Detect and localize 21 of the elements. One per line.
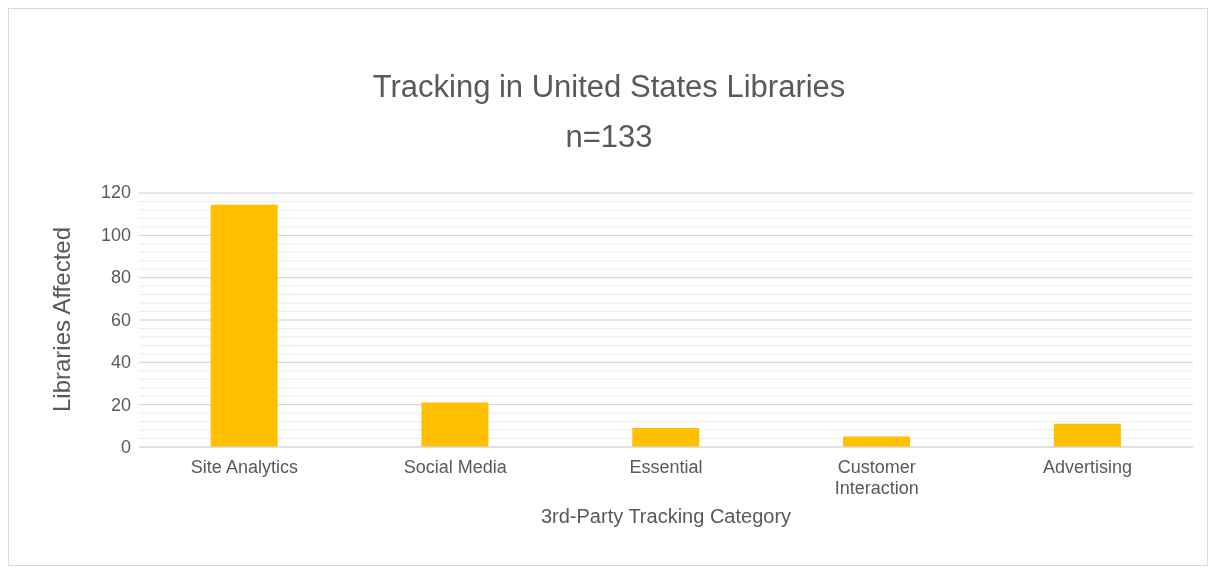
x-tick-label: Advertising <box>1043 457 1133 477</box>
x-axis-title: 3rd-Party Tracking Category <box>540 505 792 528</box>
x-tick-label: Customer Interaction <box>834 457 919 498</box>
bar <box>1053 423 1121 447</box>
x-tick-label: Site Analytics <box>190 457 298 477</box>
bar <box>843 436 911 447</box>
y-tick-label: 80 <box>110 267 131 287</box>
y-axis-title: Libraries Affected <box>47 226 75 413</box>
y-tick-label: 40 <box>110 352 131 372</box>
bar <box>210 204 278 447</box>
y-tick-label: 0 <box>120 437 131 457</box>
chart-subtitle: n=133 <box>564 119 654 155</box>
y-tick-label: 60 <box>110 309 131 330</box>
chart-title: Tracking in United States Libraries <box>371 69 847 105</box>
y-tick-label: 100 <box>100 224 131 245</box>
bar <box>632 427 700 447</box>
x-tick-label: Social Media <box>403 457 508 477</box>
y-tick-label: 20 <box>110 394 131 415</box>
y-tick-label: 120 <box>100 182 131 202</box>
bar <box>421 402 489 447</box>
x-tick-label: Essential <box>629 457 703 477</box>
